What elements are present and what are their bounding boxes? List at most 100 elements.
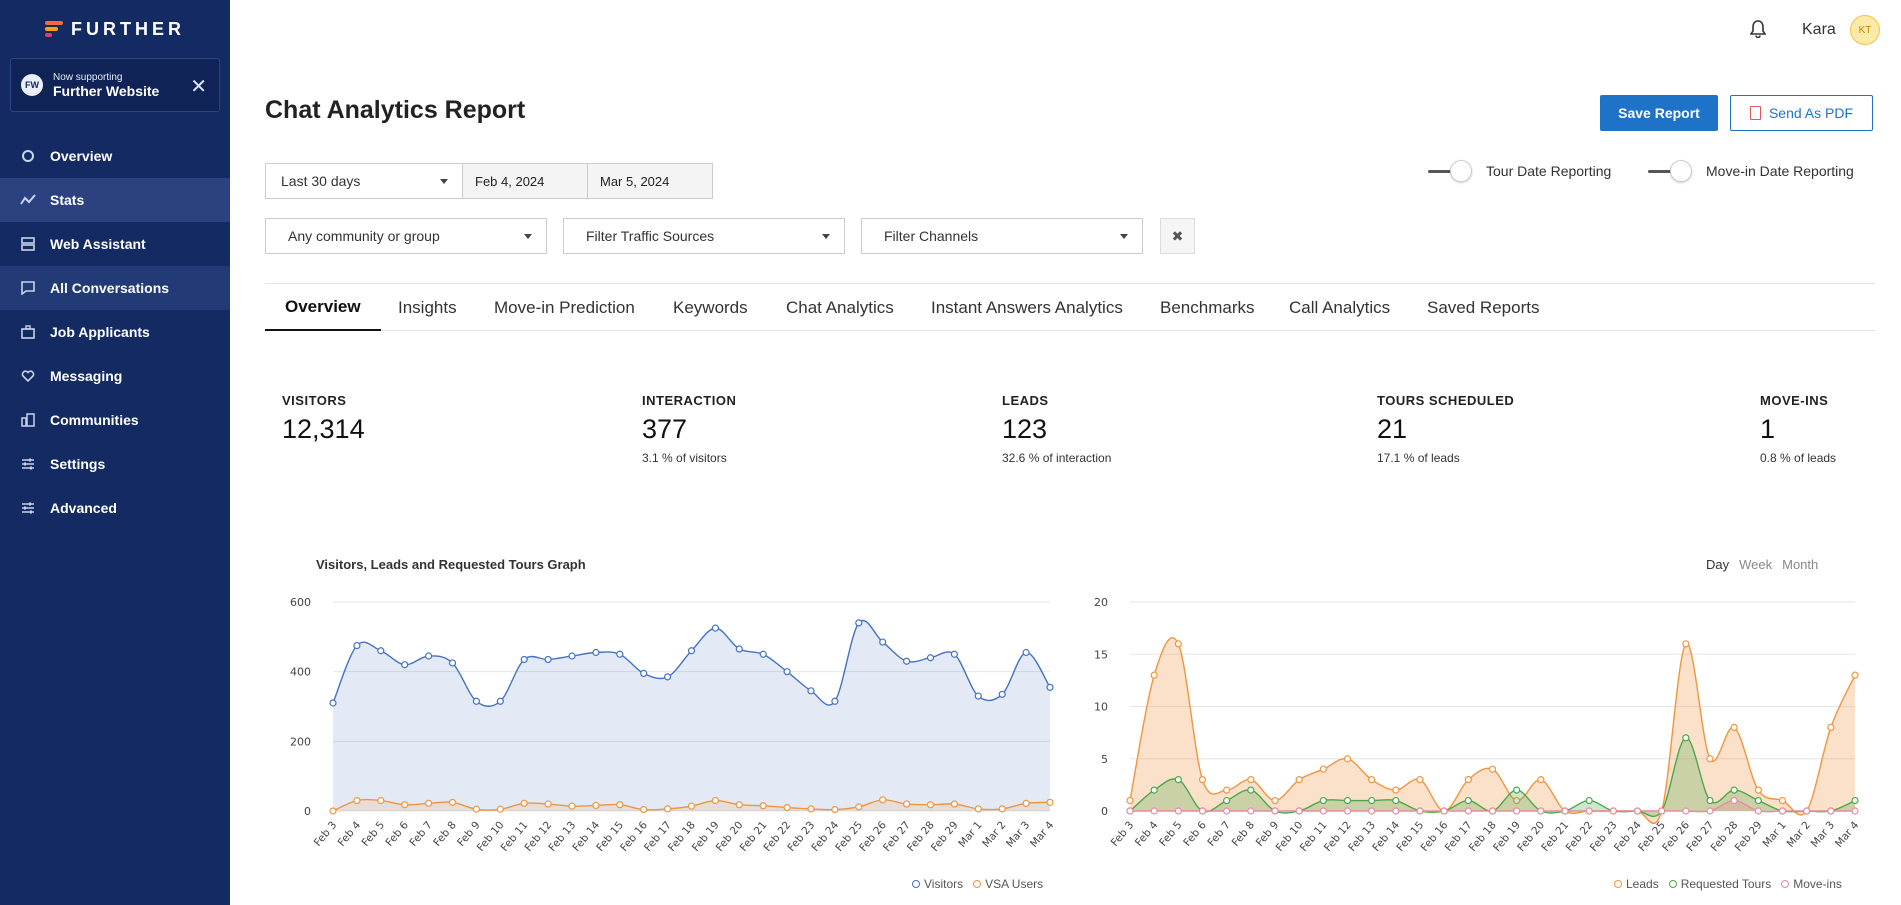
caret-down-icon — [822, 234, 830, 239]
x-tick-label: Mar 2 — [980, 819, 1008, 850]
data-point — [1174, 640, 1182, 648]
toggle-switch[interactable] — [1648, 160, 1692, 182]
caret-down-icon — [440, 179, 448, 184]
sidebar-item-settings[interactable]: Settings — [0, 442, 230, 486]
data-point — [616, 801, 624, 809]
data-point — [1513, 807, 1521, 815]
date-range-value: Last 30 days — [281, 173, 361, 189]
metric-value: 1 — [1760, 414, 1776, 444]
sidebar-item-label: Job Applicants — [50, 324, 150, 340]
series-area — [333, 799, 1050, 811]
data-point — [1046, 683, 1054, 691]
y-tick-label: 600 — [290, 596, 311, 609]
save-report-button[interactable]: Save Report — [1600, 95, 1718, 131]
range-day[interactable]: Day — [1706, 557, 1730, 572]
sidebar-item-messaging[interactable]: Messaging — [0, 354, 230, 398]
clear-filters-button[interactable]: ✖ — [1160, 218, 1195, 254]
legend-item[interactable]: Leads — [1614, 877, 1659, 891]
data-point — [472, 805, 480, 813]
data-point — [759, 650, 767, 658]
data-point — [974, 805, 982, 813]
data-point — [1730, 796, 1738, 805]
channels-select[interactable]: Filter Channels — [861, 218, 1143, 254]
brand-logo[interactable]: FURTHER — [0, 0, 230, 58]
x-tick-label: Mar 1 — [1760, 819, 1788, 850]
close-icon[interactable]: ✕ — [190, 76, 207, 98]
tab-benchmarks[interactable]: Benchmarks — [1160, 297, 1255, 317]
data-point — [1851, 671, 1859, 679]
data-point — [1392, 796, 1400, 805]
sidebar-item-job-applicants[interactable]: Job Applicants — [0, 310, 230, 354]
sidebar-item-communities[interactable]: Communities — [0, 398, 230, 442]
community-select[interactable]: Any community or group — [265, 218, 547, 254]
supporting-caption: Now supporting — [53, 71, 123, 83]
visitors-chart-legend: Visitors VSA Users — [912, 877, 1043, 891]
data-point — [1046, 798, 1054, 806]
data-point — [1754, 796, 1762, 805]
data-point — [1198, 807, 1207, 815]
x-tick-label: Feb 8 — [1230, 819, 1258, 849]
sidebar-item-label: Overview — [50, 148, 113, 164]
sidebar: FURTHER FW Now supporting Further Websit… — [0, 0, 230, 905]
data-point — [1464, 796, 1472, 805]
data-point — [377, 796, 385, 805]
tab-keywords[interactable]: Keywords — [673, 297, 748, 317]
data-point — [735, 801, 743, 809]
data-point — [1706, 807, 1714, 815]
legend-label: Move-ins — [1793, 877, 1842, 891]
date-range-select[interactable]: Last 30 days — [265, 163, 463, 199]
send-as-pdf-button[interactable]: Send As PDF — [1730, 95, 1873, 131]
x-tick-label: Feb 4 — [1133, 819, 1161, 849]
legend-item[interactable]: VSA Users — [973, 877, 1043, 891]
toggle-switch[interactable] — [1428, 160, 1472, 182]
data-point — [640, 669, 648, 678]
legend-item[interactable]: Visitors — [912, 877, 963, 891]
data-point — [1392, 786, 1400, 794]
range-month[interactable]: Month — [1782, 557, 1819, 572]
data-point — [1150, 807, 1158, 815]
data-point — [1198, 776, 1207, 784]
tour-date-toggle[interactable]: Tour Date Reporting — [1428, 160, 1611, 182]
data-point — [1150, 671, 1158, 679]
sidebar-item-all-conversations[interactable]: All Conversations — [0, 266, 230, 310]
data-point — [1827, 723, 1835, 731]
data-point — [329, 699, 337, 707]
tab-insights[interactable]: Insights — [398, 297, 457, 317]
community-value: Any community or group — [288, 228, 440, 244]
range-week[interactable]: Week — [1739, 557, 1773, 572]
supporting-card[interactable]: FW Now supporting Further Website ✕ — [10, 58, 220, 112]
legend-label: Requested Tours — [1680, 877, 1772, 891]
sidebar-item-web-assistant[interactable]: Web Assistant — [0, 222, 230, 266]
tab-move-in-prediction[interactable]: Move-in Prediction — [494, 297, 635, 317]
data-point — [711, 796, 719, 805]
channels-value: Filter Channels — [884, 228, 979, 244]
tab-call-analytics[interactable]: Call Analytics — [1289, 297, 1391, 317]
movein-date-toggle[interactable]: Move-in Date Reporting — [1648, 160, 1854, 182]
end-date-input[interactable]: Mar 5, 2024 — [587, 163, 713, 199]
avatar[interactable]: KT — [1850, 15, 1880, 45]
bell-icon[interactable] — [1749, 20, 1767, 43]
sidebar-item-advanced[interactable]: Advanced — [0, 486, 230, 530]
x-tick-label: Mar 3 — [1004, 819, 1032, 850]
sidebar-item-overview[interactable]: Overview — [0, 134, 230, 178]
start-date-input[interactable]: Feb 4, 2024 — [462, 163, 588, 199]
x-tick-label: Mar 4 — [1028, 819, 1057, 850]
user-name[interactable]: Kara — [1802, 21, 1836, 38]
tab-overview[interactable]: Overview — [265, 284, 381, 331]
tab-saved-reports[interactable]: Saved Reports — [1427, 297, 1540, 317]
data-point — [1754, 786, 1762, 794]
legend-item[interactable]: Move-ins — [1781, 877, 1842, 891]
data-point — [1682, 807, 1690, 815]
data-point — [950, 800, 959, 808]
data-point — [1343, 796, 1352, 805]
tab-instant-answers-analytics[interactable]: Instant Answers Analytics — [931, 297, 1123, 317]
y-tick-label: 15 — [1094, 648, 1108, 661]
data-point — [1851, 807, 1859, 815]
sidebar-item-stats[interactable]: Stats — [0, 178, 230, 222]
data-point — [544, 800, 552, 808]
data-point — [950, 650, 959, 658]
tab-chat-analytics[interactable]: Chat Analytics — [786, 297, 894, 317]
legend-item[interactable]: Requested Tours — [1668, 877, 1772, 891]
traffic-sources-select[interactable]: Filter Traffic Sources — [563, 218, 845, 254]
data-point — [401, 801, 409, 809]
